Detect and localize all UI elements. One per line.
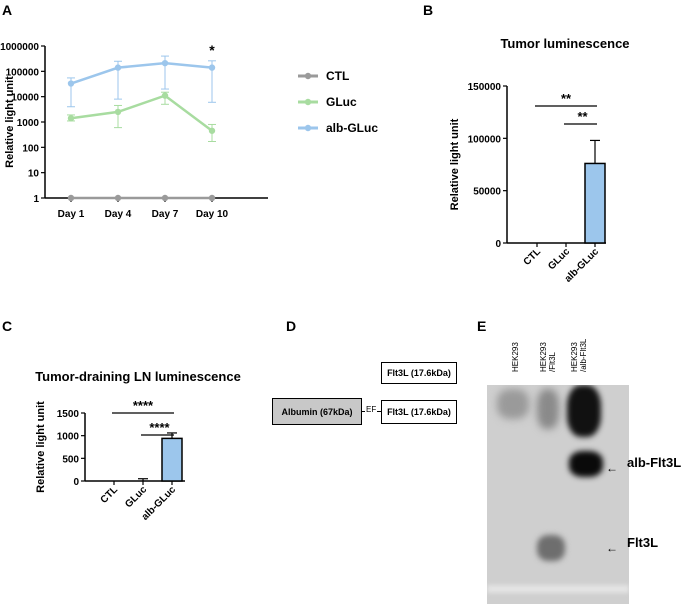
chart-a-point-ctl	[161, 194, 169, 202]
blot-band-flt3l	[537, 535, 565, 561]
chart-a-point-ctl	[208, 194, 216, 202]
chart-a-point-alb-gluc	[208, 64, 216, 71]
chart-a-y-tick-label: 10000	[11, 93, 39, 104]
fusion-flt3l-box: Flt3L (17.6kDa)	[381, 400, 457, 424]
chart-c-y-tick-label: 0	[73, 477, 79, 488]
chart-a-legend-marker-alb-gluc	[304, 124, 312, 132]
chart-a-x-tick-label: Day 7	[152, 209, 179, 220]
panel-letter-d: D	[286, 318, 297, 334]
panel-letter-e: E	[477, 318, 487, 334]
chart-a-y-axis-label: Relative light unit	[4, 76, 16, 168]
chart-a-legend-label-alb-gluc: alb-GLuc	[326, 121, 378, 135]
chart-b-title: Tumor luminescence	[500, 36, 629, 51]
lane-label-hek293-flt3l: HEK293 /Flt3L	[539, 342, 557, 372]
blot-smear-lane2	[537, 389, 559, 429]
chart-a-x-tick-label: Day 1	[58, 209, 85, 220]
chart-a-legend-label-ctl: CTL	[326, 69, 349, 83]
chart-c-x-tick-label: GLuc	[123, 484, 149, 510]
blot-smear-lane1	[497, 389, 529, 419]
chart-a-y-tick-label: 1000000	[0, 42, 39, 53]
chart-b-significance-stars: **	[577, 109, 588, 124]
chart-b-y-tick-label: 0	[495, 239, 501, 250]
chart-a-y-tick-label: 100000	[6, 67, 40, 78]
chart-a-x-tick-label: Day 4	[105, 209, 132, 220]
arrow-alb-flt3l: ←	[606, 461, 618, 475]
chart-a-point-gluc	[161, 92, 169, 99]
chart-a-x-tick-label: Day 10	[196, 209, 229, 220]
chart-c-y-tick-label: 1000	[57, 432, 80, 443]
chart-c-x-tick-label: CTL	[99, 484, 121, 506]
blot-bottom-edge	[487, 585, 629, 593]
chart-a-legend-label-gluc: GLuc	[326, 95, 357, 109]
panel-letter-c: C	[2, 318, 13, 334]
chart-c-significance-stars: ****	[133, 398, 154, 413]
chart-c-y-tick-label: 1500	[57, 409, 80, 420]
chart-b-y-tick-label: 100000	[468, 134, 502, 145]
albumin-box: Albumin (67kDa)	[272, 398, 362, 425]
panel-letter-b: B	[423, 2, 434, 18]
chart-a-y-tick-label: 1	[33, 194, 39, 205]
chart-a-y-tick-label: 1000	[17, 118, 40, 129]
chart-a-legend-marker-ctl	[304, 72, 312, 80]
lane-label-hek293: HEK293	[511, 342, 520, 372]
panel-letter-a: A	[2, 2, 13, 18]
chart-a-point-gluc	[114, 108, 122, 116]
chart-a-series-line-alb-gluc	[70, 61, 213, 85]
chart-a-point-alb-gluc	[114, 64, 122, 71]
chart-a-y-tick-label: 10	[28, 169, 40, 180]
chart-b-y-tick-label: 150000	[468, 82, 502, 93]
chart-c-significance-stars: ****	[149, 420, 170, 435]
chart-a-point-ctl	[67, 194, 75, 202]
chart-b-y-axis-label: Relative light unit	[449, 118, 461, 210]
chart-b-significance-stars: **	[561, 91, 572, 106]
arrow-flt3l: ←	[606, 541, 618, 555]
lane-label-hek293-alb-flt3l: HEK293 /alb-Flt3L	[570, 338, 588, 372]
band-label-flt3l: Flt3L	[627, 535, 659, 550]
chart-a-point-ctl	[114, 194, 122, 202]
blot-band-alb-flt3l	[569, 451, 603, 477]
chart-a-point-gluc	[208, 127, 216, 134]
chart-a-point-alb-gluc	[67, 80, 75, 87]
band-label-alb-flt3l: alb-Flt3L	[627, 455, 682, 470]
western-blot-image	[487, 385, 629, 604]
linker-label: EF	[365, 405, 378, 414]
chart-c-y-tick-label: 500	[62, 454, 79, 465]
chart-a-point-gluc	[67, 115, 75, 122]
chart-c-bar-alb-gluc	[161, 437, 183, 482]
chart-c-y-axis-label: Relative light unit	[35, 401, 47, 493]
chart-c-title: Tumor-draining LN luminescence	[35, 369, 241, 384]
chart-a-y-tick-label: 100	[22, 143, 39, 154]
blot-band-alb-flt3l-upper	[567, 385, 601, 437]
chart-a-legend-marker-gluc	[304, 98, 312, 106]
chart-b-y-tick-label: 50000	[473, 187, 501, 198]
flt3l-box: Flt3L (17.6kDa)	[381, 362, 457, 384]
chart-a-significance-star: *	[209, 42, 215, 58]
chart-a-series-line-gluc	[70, 94, 213, 132]
chart-a-point-alb-gluc	[161, 59, 169, 67]
